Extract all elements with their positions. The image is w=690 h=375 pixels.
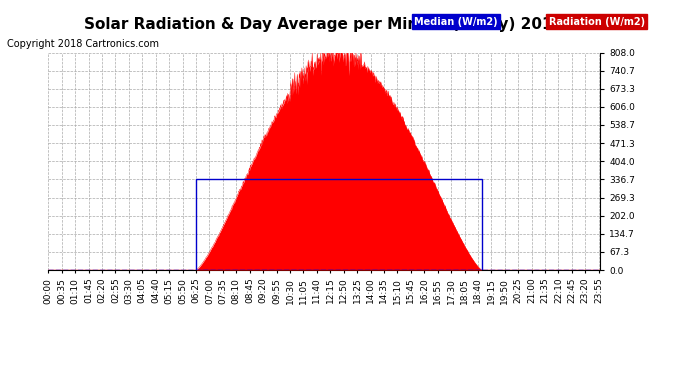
Text: Median (W/m2): Median (W/m2) <box>414 17 497 27</box>
Text: Solar Radiation & Day Average per Minute (Today) 20180401: Solar Radiation & Day Average per Minute… <box>84 17 606 32</box>
Bar <box>196 179 482 270</box>
Text: Copyright 2018 Cartronics.com: Copyright 2018 Cartronics.com <box>7 39 159 50</box>
Text: Radiation (W/m2): Radiation (W/m2) <box>549 17 644 27</box>
